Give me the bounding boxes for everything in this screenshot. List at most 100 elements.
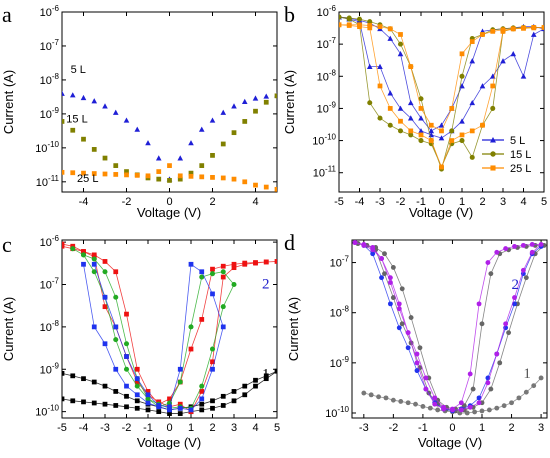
x-tick-label: -3 — [375, 196, 385, 208]
data-point — [167, 396, 172, 402]
data-point — [81, 376, 86, 382]
data-point — [199, 396, 205, 402]
data-point — [134, 398, 140, 404]
data-point — [91, 261, 97, 267]
data-point — [188, 170, 194, 176]
data-point — [188, 140, 194, 146]
x-tick-label: 2 — [209, 196, 215, 208]
data-point — [480, 122, 485, 128]
data-point — [480, 32, 485, 37]
data-point — [188, 324, 194, 330]
data-point — [134, 405, 140, 411]
x-tick-label: 3 — [538, 422, 544, 434]
data-point — [399, 321, 405, 327]
data-point — [145, 392, 151, 398]
data-point — [367, 19, 373, 25]
data-point — [242, 392, 248, 398]
data-point — [62, 370, 65, 376]
data-point — [70, 246, 76, 252]
data-point — [81, 170, 86, 176]
data-point — [145, 400, 151, 406]
data-point — [497, 360, 503, 366]
data-point — [512, 243, 517, 249]
data-point — [423, 375, 429, 381]
legend-marker — [490, 165, 496, 171]
y-tick-label: 10-7 — [40, 38, 60, 53]
data-point — [263, 99, 269, 105]
data-point — [438, 135, 445, 141]
data-point — [370, 247, 376, 253]
data-point — [113, 172, 119, 177]
data-point — [469, 39, 475, 44]
data-point — [252, 95, 259, 101]
panel-a-xlabel: Voltage (V) — [137, 205, 201, 220]
data-point — [538, 375, 544, 381]
data-point — [177, 366, 183, 372]
series-line — [62, 243, 277, 413]
data-point — [274, 259, 277, 264]
data-point — [199, 269, 205, 275]
data-point — [379, 256, 384, 262]
data-point — [459, 138, 465, 144]
panel-b-label: b — [284, 2, 295, 27]
series-15-l — [62, 93, 277, 183]
data-point — [220, 269, 226, 275]
x-tick-label: 3 — [231, 422, 237, 434]
data-point — [80, 94, 87, 101]
x-tick-label: -3 — [359, 422, 369, 434]
data-point — [459, 73, 465, 79]
data-point — [367, 100, 373, 106]
data-point — [509, 400, 514, 406]
y-tick-label: 10-6 — [40, 4, 60, 19]
data-point — [459, 118, 465, 124]
x-tick-label: 2 — [209, 422, 215, 434]
data-point — [500, 58, 506, 64]
x-tick-label: -2 — [122, 196, 132, 208]
data-point — [70, 127, 76, 133]
panel-d-xlabel: Voltage (V) — [418, 435, 482, 450]
data-point — [361, 242, 367, 248]
data-point — [209, 346, 216, 352]
x-tick-label: 0 — [449, 422, 455, 434]
data-point — [220, 175, 226, 181]
panel-d: d -3 -2 -1 0 1 2 3 10-7 10-8 10-9 10-10 2 1 Voltage … — [284, 230, 548, 450]
data-point — [382, 271, 387, 277]
data-point — [488, 386, 494, 392]
data-point — [124, 169, 129, 174]
data-point — [541, 25, 544, 30]
data-point — [346, 15, 352, 21]
data-point — [80, 252, 87, 258]
data-point — [367, 25, 373, 31]
data-point — [366, 63, 373, 69]
data-point — [199, 401, 205, 407]
data-point — [263, 259, 269, 265]
data-point — [459, 132, 465, 138]
data-point — [113, 269, 119, 275]
data-point — [390, 295, 396, 301]
y-tick-label: 10-10 — [312, 133, 336, 148]
data-point — [81, 136, 86, 142]
data-point — [390, 264, 396, 270]
y-tick-label: 10-7 — [317, 36, 337, 51]
x-tick-label: 4 — [252, 196, 258, 208]
y-tick-label: 10-9 — [40, 106, 60, 121]
data-point — [156, 176, 162, 182]
data-point — [510, 26, 516, 32]
data-point — [441, 406, 447, 412]
data-point — [177, 173, 183, 179]
data-point — [427, 405, 433, 411]
panel-c-ylabel: Current (A) — [1, 297, 16, 361]
data-point — [420, 404, 426, 409]
data-point — [102, 103, 108, 109]
data-point — [253, 260, 258, 265]
data-point — [188, 173, 194, 179]
data-point — [91, 400, 97, 406]
data-point — [414, 368, 420, 374]
data-point — [435, 407, 441, 413]
data-point — [91, 252, 97, 258]
data-point — [112, 109, 119, 115]
x-tick-label: 0 — [166, 422, 172, 434]
data-point — [156, 403, 162, 408]
data-point — [91, 324, 97, 330]
data-point — [102, 294, 108, 300]
